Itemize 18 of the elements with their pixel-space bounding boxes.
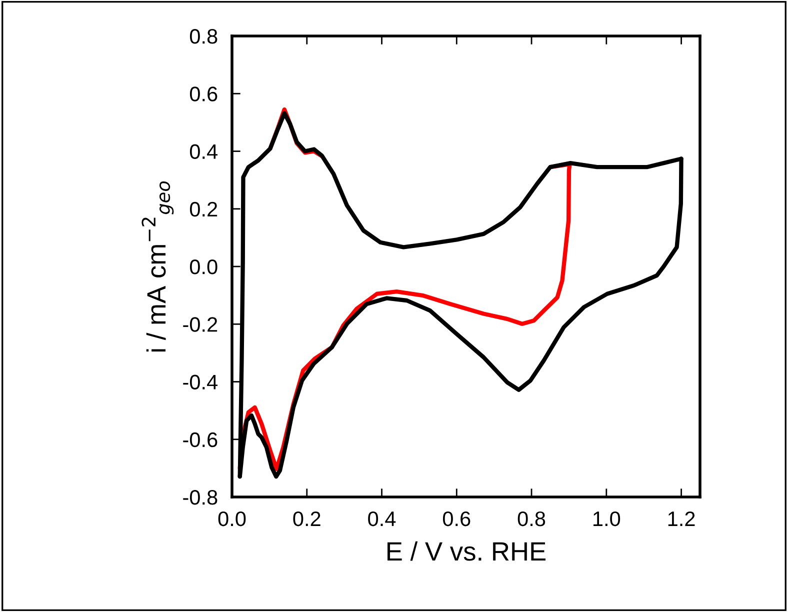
x-axis-title: E / V vs. RHE xyxy=(388,541,546,561)
x-tick-label: 0.4 xyxy=(368,511,396,526)
x-tick-label: 1.2 xyxy=(668,511,695,526)
y-tick-label: -0.2 xyxy=(183,317,218,332)
y-tick-label: 0.4 xyxy=(190,144,218,160)
x-tick-label: 0.2 xyxy=(293,511,320,526)
y-axis-title: i / mA cm$^{−2}$$_{geo}$ xyxy=(142,181,174,352)
y-tick-label: -0.8 xyxy=(183,490,218,505)
x-tick-label: 0.6 xyxy=(442,511,470,526)
y-tick-label: -0.6 xyxy=(183,432,218,448)
x-tick-label: 0.0 xyxy=(218,511,246,526)
y-tick-label: 0.2 xyxy=(190,202,218,217)
y-tick-label: 0.6 xyxy=(190,86,218,102)
x-tick-label: 1.0 xyxy=(594,511,620,526)
y-tick-label: 0.8 xyxy=(190,29,218,44)
y-tick-label: 0.0 xyxy=(190,260,218,274)
y-tick-label: -0.4 xyxy=(183,374,218,390)
x-tick-label: 0.8 xyxy=(518,511,546,526)
